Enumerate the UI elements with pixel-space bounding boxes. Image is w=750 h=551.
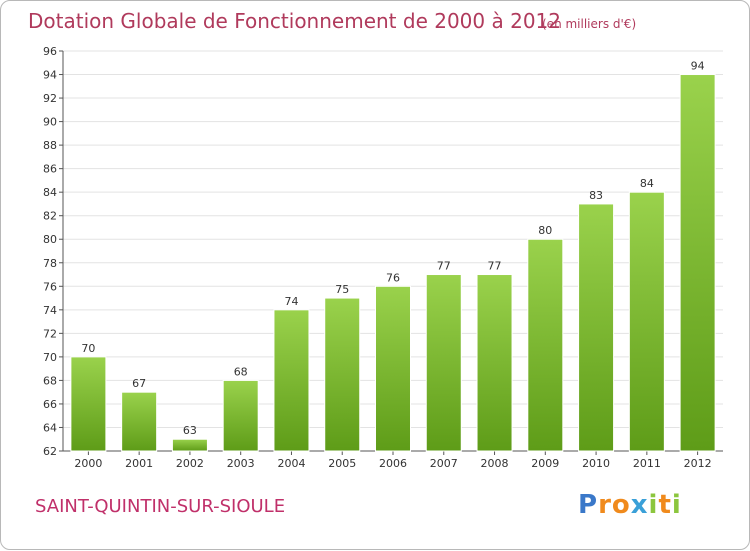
- x-tick-label: 2002: [176, 457, 204, 470]
- bar-2011: [628, 191, 665, 452]
- bar-2002: [171, 438, 208, 452]
- logo-letter: i: [648, 490, 659, 520]
- y-tick-label: 70: [43, 351, 57, 364]
- x-tick-label: 2004: [277, 457, 305, 470]
- proxiti-logo: Proxiti: [578, 490, 682, 520]
- y-tick-label: 66: [43, 398, 57, 411]
- y-tick-label: 88: [43, 139, 57, 152]
- value-label-2005: 75: [335, 283, 349, 296]
- bar-2003: [222, 379, 259, 452]
- bars: [70, 74, 716, 452]
- y-tick-label: 82: [43, 210, 57, 223]
- x-tick-label: 2001: [125, 457, 153, 470]
- y-tick-label: 68: [43, 374, 57, 387]
- bar-2006: [375, 285, 411, 452]
- bar-2012: [679, 74, 716, 452]
- value-label-2011: 84: [640, 177, 654, 190]
- y-tick-label: 80: [43, 233, 57, 246]
- y-tick-label: 74: [43, 304, 57, 317]
- value-label-2004: 74: [284, 295, 298, 308]
- y-tick-label: 92: [43, 92, 57, 105]
- bar-2001: [121, 391, 158, 452]
- y-tick-label: 84: [43, 186, 57, 199]
- value-label-2006: 76: [386, 271, 400, 284]
- chart-subtitle: (en milliers d'€): [542, 17, 637, 31]
- value-labels: 70 67 63 68 74 75 76 77 77 80 83 84 94: [81, 60, 704, 438]
- logo-letter: i: [671, 490, 682, 520]
- chart-title: Dotation Globale de Fonctionnement de 20…: [28, 9, 561, 33]
- x-tick-label: 2009: [531, 457, 559, 470]
- value-label-2008: 77: [488, 260, 502, 273]
- x-tick-label: 2008: [481, 457, 509, 470]
- bar-2010: [578, 203, 615, 452]
- y-tick-label: 62: [43, 445, 57, 458]
- value-label-2002: 63: [183, 424, 197, 437]
- x-tick-label: 2011: [633, 457, 661, 470]
- logo-letter: x: [630, 490, 649, 520]
- y-tick-label: 94: [43, 69, 57, 82]
- value-label-2007: 77: [437, 260, 451, 273]
- x-tick-label: 2006: [379, 457, 407, 470]
- value-label-2010: 83: [589, 189, 603, 202]
- value-label-2009: 80: [538, 224, 552, 237]
- x-tick-label: 2007: [430, 457, 458, 470]
- x-tick-label: 2005: [328, 457, 356, 470]
- y-tick-label: 96: [43, 45, 57, 58]
- x-tick-label: 2012: [684, 457, 712, 470]
- bar-2007: [425, 274, 462, 452]
- logo-letter: o: [611, 490, 631, 520]
- y-tick-label: 72: [43, 327, 57, 340]
- value-label-2001: 67: [132, 377, 146, 390]
- x-tick-label: 2000: [74, 457, 102, 470]
- bar-2000: [70, 356, 107, 452]
- bar-2005: [324, 297, 361, 452]
- y-tick-label: 90: [43, 116, 57, 129]
- bar-2008: [476, 274, 513, 452]
- y-tick-label: 64: [43, 421, 57, 434]
- logo-letter: P: [578, 490, 599, 520]
- x-tick-label: 2003: [227, 457, 255, 470]
- value-label-2012: 94: [691, 60, 705, 73]
- commune-name: SAINT-QUINTIN-SUR-SIOULE: [35, 496, 286, 517]
- y-tick-label: 78: [43, 257, 57, 270]
- bar-2004: [273, 309, 310, 452]
- bar-2009: [527, 238, 564, 452]
- x-tick-label: 2010: [582, 457, 610, 470]
- value-label-2000: 70: [81, 342, 95, 355]
- y-tick-label: 86: [43, 163, 57, 176]
- logo-letter: t: [658, 490, 672, 520]
- logo-letter: r: [598, 490, 612, 520]
- y-tick-label: 76: [43, 280, 57, 293]
- value-label-2003: 68: [234, 365, 248, 378]
